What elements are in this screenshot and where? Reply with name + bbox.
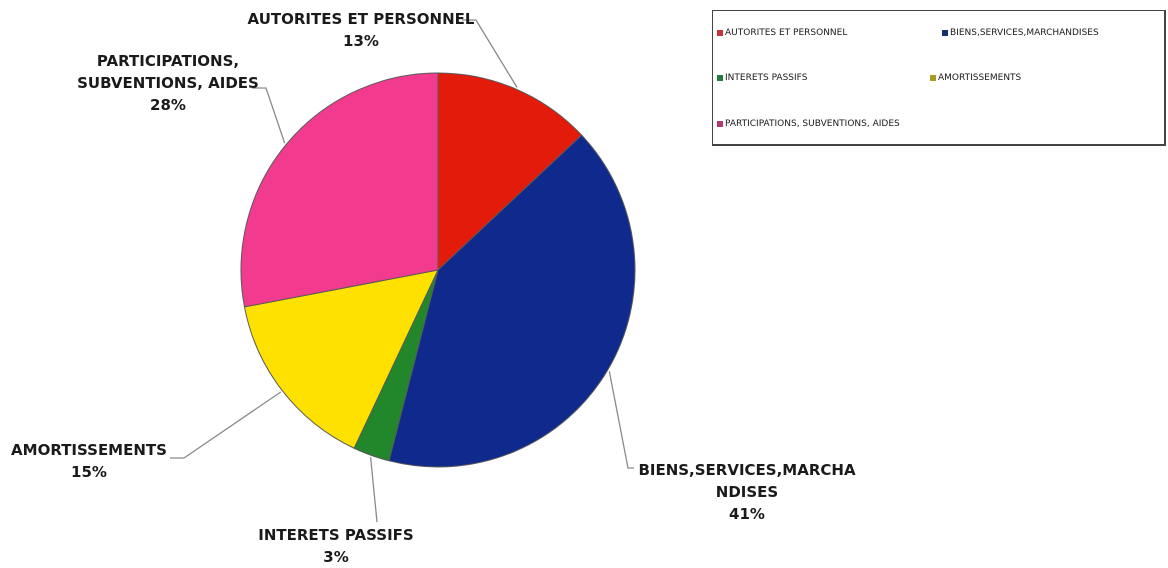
slice-label-4: PARTICIPATIONS, SUBVENTIONS, AIDES 28%: [77, 52, 259, 114]
legend-item-4: PARTICIPATIONS, SUBVENTIONS, AIDES: [717, 119, 900, 129]
leader-line-2: [369, 457, 378, 523]
slice-label-2: INTERETS PASSIFS 3%: [258, 526, 413, 566]
pie-slice-3: [243, 269, 439, 449]
leader-line-1: [608, 371, 634, 469]
leader-line-3: [170, 391, 282, 459]
slice-label-1: BIENS,SERVICES,MARCHA NDISES 41%: [638, 461, 856, 523]
legend-label-1: BIENS,SERVICES,MARCHANDISES: [950, 28, 1099, 38]
legend-swatch-4: [717, 121, 723, 127]
legend-item-3: AMORTISSEMENTS: [930, 73, 1021, 83]
legend-label-4: PARTICIPATIONS, SUBVENTIONS, AIDES: [725, 119, 900, 129]
pie-slice-1: [388, 134, 636, 468]
leader-line-0: [462, 19, 518, 88]
legend-label-3: AMORTISSEMENTS: [938, 73, 1022, 83]
slice-labels: AUTORITES ET PERSONNEL 13% BIENS,SERVICES,…: [11, 10, 856, 566]
legend-item-1: BIENS,SERVICES,MARCHANDISES: [942, 28, 1099, 38]
legend-swatch-2: [717, 75, 723, 81]
legend-item-2: INTERETS PASSIFS: [717, 73, 807, 83]
leader-lines: [170, 19, 634, 523]
legend-label-2: INTERETS PASSIFS: [725, 73, 808, 83]
legend-item-0: AUTORITES ET PERSONNEL: [717, 28, 847, 38]
legend-swatch-0: [717, 30, 723, 36]
slice-label-0: AUTORITES ET PERSONNEL 13%: [248, 10, 475, 50]
slice-label-3: AMORTISSEMENTS 15%: [11, 441, 167, 481]
pie-slice-0: [437, 72, 583, 272]
pie-slice-4: [240, 72, 439, 308]
legend: AUTORITES ET PERSONNEL BIENS,SERVICES,MAR…: [712, 10, 1166, 146]
pie-slices: [240, 72, 636, 468]
legend-label-0: AUTORITES ET PERSONNEL: [725, 28, 848, 38]
legend-swatch-1: [942, 30, 948, 36]
leader-line-4: [252, 87, 286, 144]
legend-swatch-3: [930, 75, 936, 81]
